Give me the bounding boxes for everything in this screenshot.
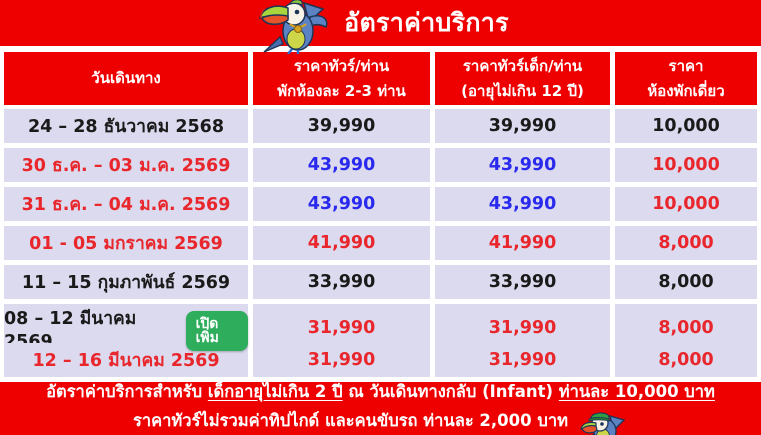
column-header-label: ราคาทัวร์/ท่าน [293, 56, 390, 75]
footer-infant-note: อัตราค่าบริการสำหรับ เด็กอายุไม่เกิน 2 ป… [46, 380, 715, 404]
cell-single-room-price: 10,000 [615, 187, 757, 221]
toucan-cap-mascot-icon [574, 410, 628, 435]
cell-travel-date: 24 – 28 ธันวาคม 2568 [4, 109, 248, 143]
table-row: 24 – 28 ธันวาคม 2568 39,990 39,990 10,00… [4, 109, 757, 143]
cell-travel-date: 11 – 15 กุมภาพันธ์ 2569 [4, 265, 248, 299]
travel-date-text: 31 ธ.ค. – 04 ม.ค. 2569 [21, 195, 231, 215]
footer-note-text: ราคาทัวร์ไม่รวมค่าทิปไกด์ และคนขับรถ ท่า… [133, 410, 568, 430]
cell-single-room-price: 8,000 [615, 226, 757, 260]
cell-single-room-price: 8,000 [615, 343, 757, 377]
footer-notes: อัตราค่าบริการสำหรับ เด็กอายุไม่เกิน 2 ป… [0, 382, 761, 435]
cell-single-room-price: 10,000 [615, 148, 757, 182]
table-row: 08 – 12 มีนาคม 2569 เปิดเพิ่ม 31,990 31,… [4, 304, 757, 352]
column-header-label: ราคาทัวร์เด็ก/ท่าน [462, 56, 583, 75]
table-body: 24 – 28 ธันวาคม 2568 39,990 39,990 10,00… [4, 109, 757, 377]
column-header-travel-date: วันเดินทาง [4, 52, 248, 105]
column-header-label: ห้องพักเดี่ยว [647, 81, 725, 100]
cell-travel-date: 01 - 05 มกราคม 2569 [4, 226, 248, 260]
cell-child-price: 31,990 [435, 343, 610, 377]
footer-note-text: ณ วันเดินทางกลับ (Infant) [342, 381, 559, 401]
cell-adult-price: 41,990 [253, 226, 430, 260]
footer-tip-note: ราคาทัวร์ไม่รวมค่าทิปไกด์ และคนขับรถ ท่า… [133, 403, 628, 435]
title-band: อัตราค่าบริการ [0, 0, 761, 54]
cell-child-price: 39,990 [435, 109, 610, 143]
table-row: 12 – 16 มีนาคม 2569 31,990 31,990 8,000 [4, 343, 757, 377]
column-header-label: (อายุไม่เกิน 12 ปี) [461, 81, 584, 100]
cell-child-price: 41,990 [435, 226, 610, 260]
column-header-adult-price: ราคาทัวร์/ท่านพักห้องละ 2-3 ท่าน [253, 52, 430, 105]
travel-date-text: 30 ธ.ค. – 03 ม.ค. 2569 [21, 156, 231, 176]
column-header-child-price: ราคาทัวร์เด็ก/ท่าน (อายุไม่เกิน 12 ปี) [435, 52, 610, 105]
footer-note-text: อัตราค่าบริการสำหรับ [46, 381, 208, 401]
table-row: 11 – 15 กุมภาพันธ์ 2569 33,990 33,990 8,… [4, 265, 757, 299]
cell-child-price: 33,990 [435, 265, 610, 299]
table-row: 30 ธ.ค. – 03 ม.ค. 2569 43,990 43,990 10,… [4, 148, 757, 182]
cell-adult-price: 31,990 [253, 343, 430, 377]
column-header-label: พักห้องละ 2-3 ท่าน [277, 81, 406, 100]
cell-travel-date: 30 ธ.ค. – 03 ม.ค. 2569 [4, 148, 248, 182]
cell-adult-price: 39,990 [253, 109, 430, 143]
cell-adult-price: 43,990 [253, 187, 430, 221]
toucan-mascot-icon [252, 0, 332, 54]
travel-date-text: 11 – 15 กุมภาพันธ์ 2569 [21, 273, 231, 293]
travel-date-text: 01 - 05 มกราคม 2569 [29, 234, 223, 254]
cell-child-price: 43,990 [435, 148, 610, 182]
table-row: 01 - 05 มกราคม 2569 41,990 41,990 8,000 [4, 226, 757, 260]
cell-adult-price: 43,990 [253, 148, 430, 182]
travel-date-text: 12 – 16 มีนาคม 2569 [32, 351, 220, 371]
footer-note-underlined-infant-price: ท่านละ 10,000 บาท [558, 381, 715, 401]
travel-date-text: 24 – 28 ธันวาคม 2568 [27, 117, 225, 137]
column-header-label: ราคา [668, 56, 704, 75]
table-header-row: วันเดินทาง ราคาทัวร์/ท่านพักห้องละ 2-3 ท… [4, 52, 757, 105]
column-header-label: วันเดินทาง [91, 69, 161, 88]
cell-child-price: 43,990 [435, 187, 610, 221]
cell-travel-date: 31 ธ.ค. – 04 ม.ค. 2569 [4, 187, 248, 221]
cell-single-room-price: 8,000 [615, 265, 757, 299]
column-header-single-room-price: ราคาห้องพักเดี่ยว [615, 52, 757, 105]
cell-adult-price: 33,990 [253, 265, 430, 299]
footer-note-underlined-infant-age: เด็กอายุไม่เกิน 2 ปี [207, 381, 343, 401]
page-title: อัตราค่าบริการ [344, 8, 509, 37]
cell-single-room-price: 10,000 [615, 109, 757, 143]
table-row: 31 ธ.ค. – 04 ม.ค. 2569 43,990 43,990 10,… [4, 187, 757, 221]
open-more-badge[interactable]: เปิดเพิ่ม [185, 311, 248, 351]
